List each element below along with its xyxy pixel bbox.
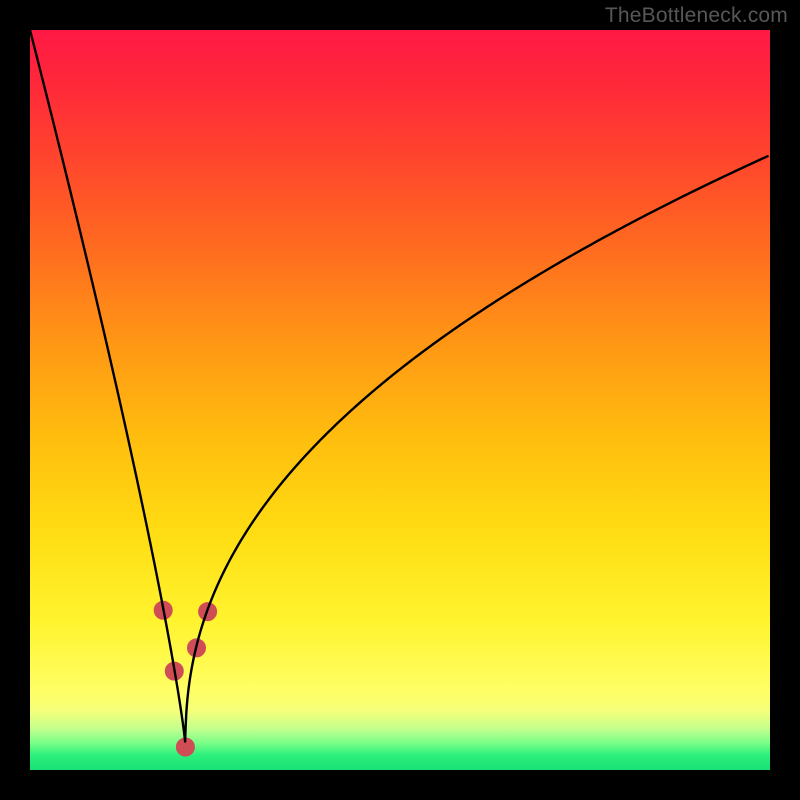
gradient-background (30, 30, 770, 770)
watermark-text: TheBottleneck.com (605, 4, 788, 28)
bottleneck-heat-chart (0, 0, 800, 800)
